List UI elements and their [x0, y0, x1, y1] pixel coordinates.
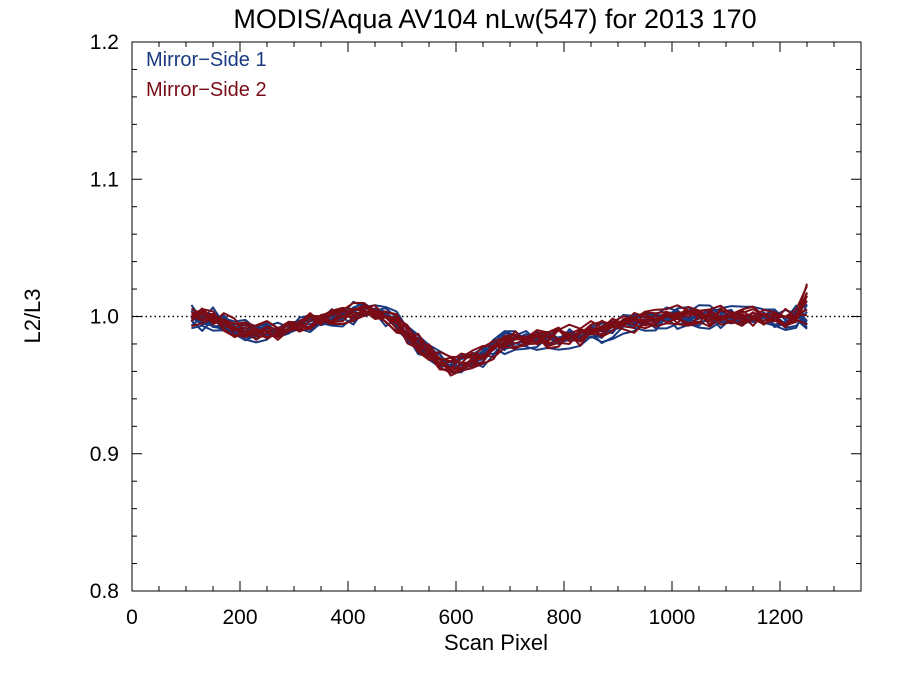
x-tick-label: 800	[546, 606, 581, 629]
chart-title: MODIS/Aqua AV104 nLw(547) for 2013 170	[233, 4, 756, 34]
x-axis: 0 200 400 600 800 1000 1200	[126, 42, 862, 629]
legend-label-mirror-side-1: Mirror−Side 1	[146, 49, 267, 71]
y-tick-label: 0.8	[90, 580, 119, 603]
legend-label-mirror-side-2: Mirror−Side 2	[146, 79, 267, 101]
y-axis: 0.8 0.9 1.0 1.1 1.2	[90, 31, 861, 603]
x-tick-label: 400	[330, 606, 365, 629]
x-tick-label: 1000	[649, 606, 696, 629]
x-tick-label: 200	[222, 606, 257, 629]
y-tick-label: 1.1	[90, 168, 119, 191]
y-axis-label: L2/L3	[20, 288, 45, 343]
legend: Mirror−Side 1 Mirror−Side 2	[146, 49, 267, 101]
x-tick-label: 600	[438, 606, 473, 629]
series-group	[190, 283, 808, 377]
series-line-mirror-side-2	[190, 295, 808, 374]
series-line-mirror-side-2	[191, 292, 808, 373]
x-axis-label: Scan Pixel	[444, 630, 548, 655]
series-line-mirror-side-2	[190, 283, 808, 363]
y-tick-label: 0.9	[90, 443, 119, 466]
y-tick-label: 1.2	[90, 31, 119, 54]
x-tick-label: 0	[126, 606, 138, 629]
x-tick-label: 1200	[757, 606, 804, 629]
y-tick-label: 1.0	[90, 306, 119, 329]
